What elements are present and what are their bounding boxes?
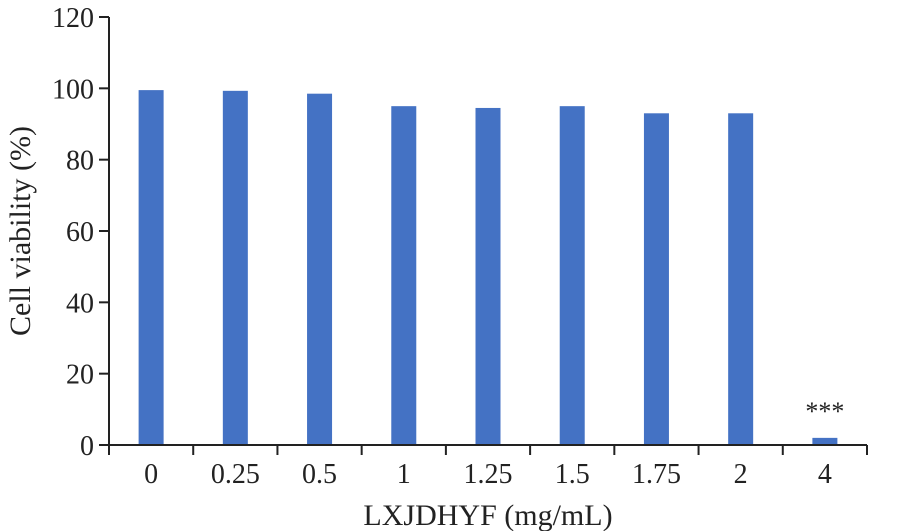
bar-1 xyxy=(391,106,417,446)
bar-1.75 xyxy=(643,113,669,446)
y-tick-label: 40 xyxy=(66,288,94,319)
x-axis-ticks: 0 0.25 0.5 1 1.25 1.5 1.75 2 4 xyxy=(108,445,868,490)
y-axis-ticks: 0 20 40 60 80 100 120 xyxy=(52,3,109,462)
bar-1.5 xyxy=(559,106,585,446)
bar-1.25 xyxy=(475,107,501,445)
bar-4 xyxy=(812,437,838,445)
significance-annotation: *** xyxy=(805,397,844,426)
x-tick-label: 2 xyxy=(734,459,748,490)
bars-group xyxy=(138,90,838,446)
x-tick-label: 1.75 xyxy=(632,459,681,490)
bar-0 xyxy=(138,90,164,445)
x-tick-label: 1.25 xyxy=(464,459,513,490)
y-tick-label: 20 xyxy=(66,360,94,391)
x-tick-label: 0.25 xyxy=(211,459,260,490)
bar-2 xyxy=(728,113,754,446)
bar-0.25 xyxy=(222,90,248,445)
y-tick-label: 80 xyxy=(66,146,94,177)
x-tick-label: 0 xyxy=(144,459,158,490)
x-axis-title: LXJDHYF (mg/mL) xyxy=(363,499,612,531)
y-tick-label: 120 xyxy=(52,3,94,34)
y-axis-title: Cell viability (%) xyxy=(4,126,37,336)
bar-0.5 xyxy=(307,93,333,445)
y-tick-label: 0 xyxy=(80,431,94,462)
x-tick-label: 0.5 xyxy=(302,459,337,490)
x-tick-label: 1 xyxy=(397,459,411,490)
y-tick-label: 100 xyxy=(52,74,94,105)
annotations-group: *** xyxy=(805,397,844,426)
y-tick-label: 60 xyxy=(66,217,94,248)
x-tick-label: 4 xyxy=(818,459,832,490)
x-tick-label: 1.5 xyxy=(555,459,590,490)
